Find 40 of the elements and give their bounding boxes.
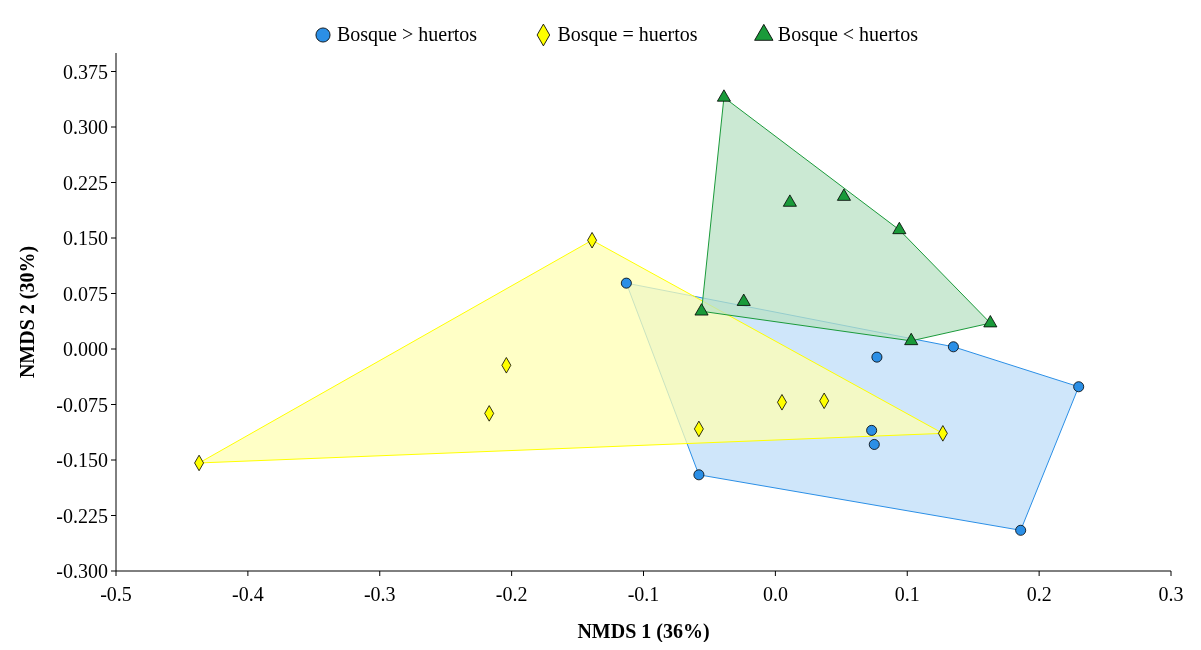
y-tick-label: -0.150 <box>56 449 108 471</box>
x-tick-label: 0.1 <box>894 583 920 605</box>
x-tick-label: -0.3 <box>363 583 396 605</box>
x-tick-label: -0.2 <box>495 583 528 605</box>
legend-label: Bosque < huertos <box>777 23 919 46</box>
x-tick-label: 0.2 <box>1026 583 1052 605</box>
point <box>694 303 709 316</box>
point <box>868 439 880 450</box>
y-tick-label: 0.000 <box>63 338 108 360</box>
legend-label: Bosque > huertos <box>337 23 478 46</box>
y-tick-label: -0.300 <box>56 560 108 582</box>
legend-label: Bosque = huertos <box>557 23 698 46</box>
point <box>871 351 883 363</box>
point <box>716 89 731 102</box>
x-tick-label: -0.5 <box>100 583 132 605</box>
y-tick-label: 0.150 <box>63 227 108 249</box>
y-tick-label: -0.225 <box>56 504 108 527</box>
x-axis-title: NMDS 1 (36%) <box>577 620 710 643</box>
point <box>620 277 632 289</box>
x-tick-label: 0.3 <box>1158 583 1184 605</box>
y-tick-label: 0.075 <box>63 282 108 305</box>
point <box>892 221 907 235</box>
x-tick-label: 0.0 <box>762 583 788 605</box>
point <box>947 341 959 353</box>
point <box>836 188 851 201</box>
point <box>904 332 919 346</box>
y-tick-label: -0.075 <box>56 393 108 416</box>
point <box>693 469 705 481</box>
point <box>736 293 751 306</box>
x-tick-label: -0.4 <box>232 583 264 605</box>
point <box>1073 381 1085 393</box>
point <box>983 315 998 328</box>
point <box>866 424 878 436</box>
point <box>782 194 797 207</box>
point <box>1015 524 1027 536</box>
y-axis-title: NMDS 2 (30%) <box>16 245 39 379</box>
y-tick-label: 0.300 <box>63 116 108 138</box>
x-tick-label: -0.1 <box>627 583 660 605</box>
y-tick-label: 0.225 <box>63 171 108 194</box>
y-tick-label: 0.375 <box>63 60 108 83</box>
